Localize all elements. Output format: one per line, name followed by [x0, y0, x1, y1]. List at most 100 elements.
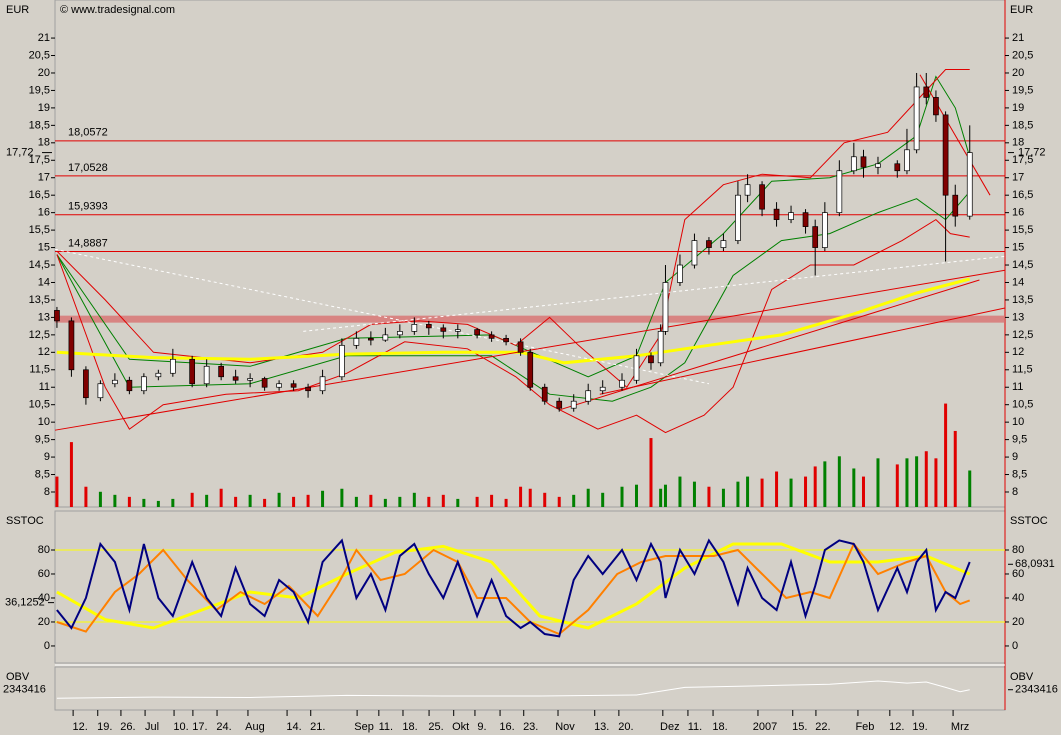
candle-body [759, 184, 765, 210]
y-tick-label: 19,5 [1012, 84, 1033, 96]
y-tick-label: 17 [1012, 172, 1024, 184]
candle-body [189, 358, 196, 385]
candle-body [339, 344, 345, 378]
last-value: 17,72 [6, 146, 34, 158]
x-tick-label: 26. [120, 721, 135, 733]
price-panel [54, 0, 1006, 508]
last-value: 36,1252 [5, 597, 45, 609]
candle-body [923, 86, 930, 98]
y-tick-label: 60 [38, 568, 50, 580]
candle-body [850, 156, 857, 172]
volume-bar [837, 456, 841, 507]
x-tick-label: 23. [523, 721, 538, 733]
volume-bar [659, 488, 663, 507]
volume-bar [721, 488, 725, 507]
y-tick-label: 15,5 [29, 224, 50, 236]
candle-body [474, 329, 480, 336]
level-label: 18,0572 [68, 127, 108, 139]
candle-body [319, 376, 326, 392]
y-tick-label: 14 [38, 276, 50, 288]
y-tick-label: 18 [38, 137, 50, 149]
y-tick-label: 40 [1012, 592, 1024, 604]
y-tick-label: 13 [38, 311, 50, 323]
candle-body [812, 226, 819, 248]
x-tick-label: Mrz [951, 721, 969, 733]
y-tick-label: 12 [38, 346, 50, 358]
volume-bar [620, 486, 624, 507]
volume-bar [412, 492, 416, 507]
y-tick-label: 21 [1012, 32, 1024, 44]
x-tick-label: 18. [712, 721, 727, 733]
candle-body [720, 240, 727, 248]
candle-body [440, 327, 447, 332]
volume-bar [98, 491, 102, 507]
volume-bar [398, 496, 402, 507]
volume-bar [369, 494, 373, 507]
candle-body [488, 334, 495, 339]
volume-bar [707, 486, 711, 507]
y-tick-label: 0 [44, 640, 50, 652]
volume-bar [156, 500, 160, 507]
y-tick-label: 9,5 [1012, 434, 1027, 446]
series-line [56, 75, 971, 378]
candle-body [382, 334, 389, 341]
y-tick-label: 8,5 [35, 468, 50, 480]
candle-body [261, 378, 268, 388]
y-tick-label: 10 [1012, 416, 1024, 428]
candle-body [126, 379, 133, 392]
volume-bar [823, 461, 827, 507]
volume-bar [968, 470, 972, 507]
x-tick-label: 10. [173, 721, 188, 733]
volume-bar [427, 496, 431, 507]
candle-body [802, 212, 809, 227]
volume-bar [746, 476, 750, 507]
candle-body [822, 212, 828, 248]
series-line [56, 680, 970, 699]
candle-body [836, 170, 843, 213]
zone [55, 315, 1005, 323]
candle-body [619, 379, 625, 388]
x-tick-label: 11. [379, 721, 393, 733]
candle-body [942, 114, 949, 196]
y-tick-label: 20 [1012, 616, 1024, 628]
trendline [599, 307, 1006, 395]
volume-bar [861, 476, 865, 507]
candle-body [662, 282, 669, 332]
candle-body [585, 390, 592, 402]
volume-bar [490, 494, 494, 507]
trendline [559, 279, 980, 411]
candle-body [155, 372, 162, 378]
y-tick-label: 40 [38, 592, 50, 604]
volume-bar [456, 498, 460, 507]
volume-bar [219, 488, 223, 507]
y-tick-label: 13 [1012, 311, 1024, 323]
candle-body [247, 378, 253, 381]
y-tick-label: 12,5 [29, 329, 50, 341]
axis-label: EUR [6, 4, 29, 16]
volume-bar [340, 488, 344, 507]
y-tick-label: 11,5 [1012, 364, 1033, 376]
last-value: 2343416 [3, 684, 46, 696]
axis-label: SSTOC [1010, 515, 1048, 527]
x-tick-label: 16. [499, 721, 514, 733]
obv-panel [54, 666, 1006, 711]
y-tick-label: 18,5 [29, 119, 50, 131]
volume-bar [84, 486, 88, 507]
volume-bar [354, 496, 358, 507]
candle-body [83, 369, 89, 399]
volume-bar [383, 498, 387, 507]
volume-bar [69, 442, 73, 507]
volume-bar [760, 478, 764, 507]
series-line [56, 218, 970, 434]
y-tick-label: 20 [1012, 67, 1024, 79]
volume-bar [692, 481, 696, 507]
source: © www.tradesignal.com [60, 4, 175, 16]
y-tick-label: 20 [38, 616, 50, 628]
candle-body [860, 156, 867, 168]
y-tick-label: 19,5 [29, 84, 50, 96]
candle-body [141, 376, 147, 392]
x-tick-label: 18. [402, 721, 417, 733]
candle-body [97, 383, 104, 399]
candle-body [648, 355, 654, 364]
